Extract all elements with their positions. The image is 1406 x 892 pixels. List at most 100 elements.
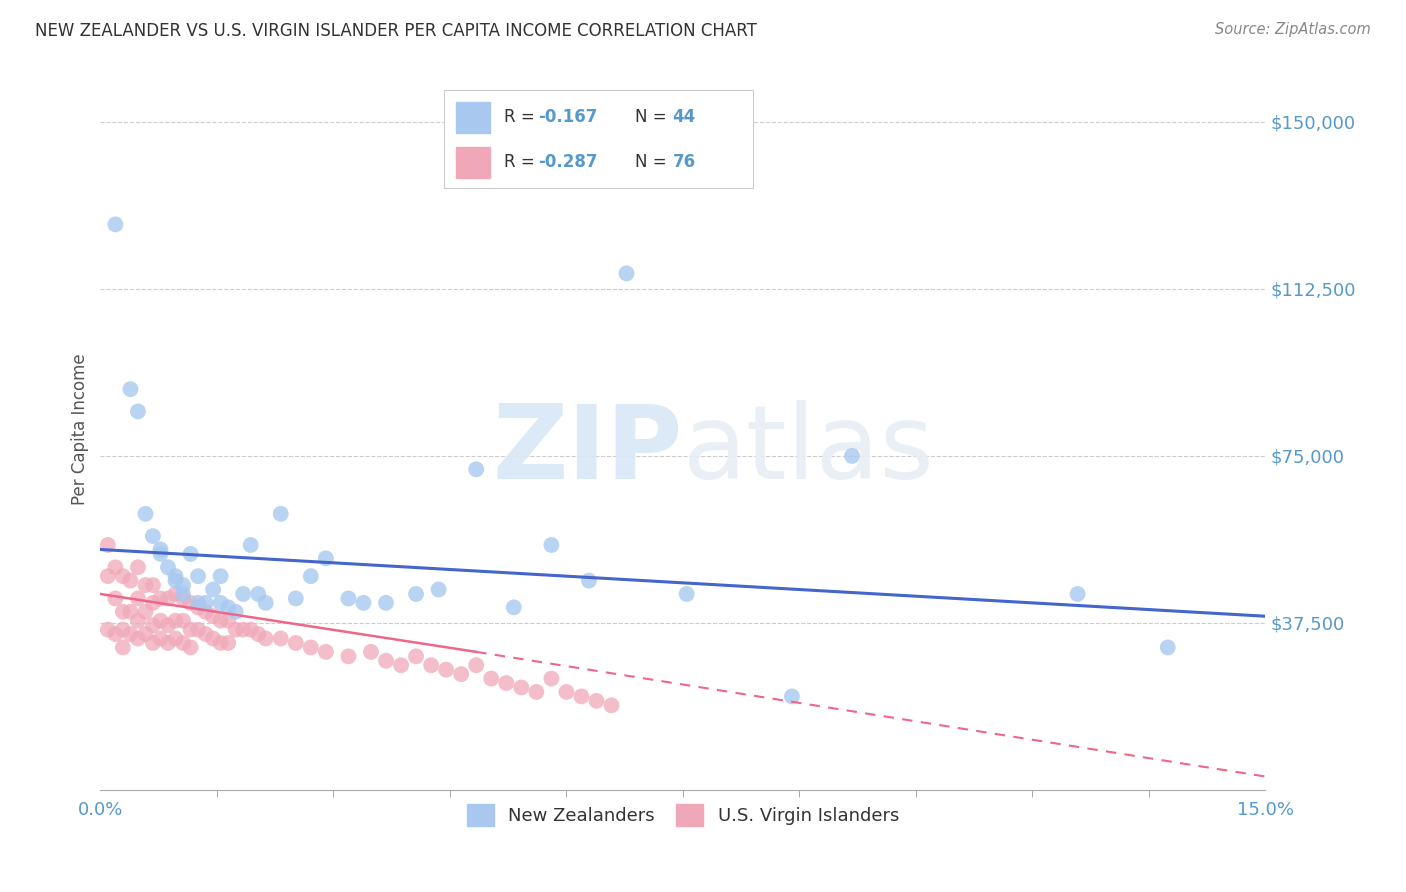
Point <box>315 551 337 566</box>
Point <box>247 587 270 601</box>
Point <box>97 538 120 552</box>
Point <box>156 636 179 650</box>
Point <box>111 640 134 655</box>
Point <box>142 618 165 632</box>
Point <box>524 685 547 699</box>
Point <box>217 600 239 615</box>
Point <box>149 614 172 628</box>
Point <box>571 690 593 704</box>
Point <box>315 645 337 659</box>
Point <box>134 578 156 592</box>
Point <box>1157 640 1180 655</box>
Point <box>120 605 142 619</box>
Point <box>187 600 209 615</box>
Point <box>142 529 165 543</box>
Point <box>104 591 127 606</box>
Point <box>232 587 254 601</box>
Point <box>165 632 187 646</box>
Point <box>134 507 156 521</box>
Point <box>111 569 134 583</box>
Point <box>337 591 360 606</box>
Point <box>149 542 172 557</box>
Point <box>1066 587 1088 601</box>
Point <box>172 591 194 606</box>
Text: NEW ZEALANDER VS U.S. VIRGIN ISLANDER PER CAPITA INCOME CORRELATION CHART: NEW ZEALANDER VS U.S. VIRGIN ISLANDER PE… <box>35 22 756 40</box>
Point <box>225 605 247 619</box>
Point <box>180 640 202 655</box>
Point <box>405 587 427 601</box>
Point <box>156 618 179 632</box>
Point <box>165 614 187 628</box>
Point <box>120 382 142 396</box>
Point <box>180 623 202 637</box>
Point <box>194 596 217 610</box>
Point <box>202 582 225 597</box>
Point <box>156 560 179 574</box>
Point <box>540 538 562 552</box>
Point <box>104 627 127 641</box>
Point <box>217 614 239 628</box>
Point <box>578 574 600 588</box>
Point <box>502 600 524 615</box>
Point <box>127 404 149 418</box>
Point <box>270 632 292 646</box>
Point <box>270 507 292 521</box>
Y-axis label: Per Capita Income: Per Capita Income <box>72 353 89 505</box>
Point <box>209 569 232 583</box>
Point <box>104 560 127 574</box>
Point <box>111 605 134 619</box>
Point <box>165 587 187 601</box>
Point <box>187 569 209 583</box>
Point <box>209 636 232 650</box>
Point <box>127 560 149 574</box>
Point <box>149 632 172 646</box>
Point <box>134 605 156 619</box>
Point <box>194 627 217 641</box>
Text: ZIP: ZIP <box>492 401 683 501</box>
Point <box>616 266 638 280</box>
Point <box>337 649 360 664</box>
Point <box>97 623 120 637</box>
Point <box>420 658 443 673</box>
Point <box>841 449 863 463</box>
Point <box>254 632 277 646</box>
Point <box>450 667 472 681</box>
Point <box>247 627 270 641</box>
Text: Source: ZipAtlas.com: Source: ZipAtlas.com <box>1215 22 1371 37</box>
Point <box>225 623 247 637</box>
Point <box>495 676 517 690</box>
Point <box>149 547 172 561</box>
Point <box>405 649 427 664</box>
Point <box>284 636 307 650</box>
Point <box>111 623 134 637</box>
Point <box>375 596 398 610</box>
Point <box>434 663 457 677</box>
Point <box>120 627 142 641</box>
Point <box>202 632 225 646</box>
Point <box>510 681 533 695</box>
Point <box>180 596 202 610</box>
Point <box>142 636 165 650</box>
Point <box>239 623 262 637</box>
Point <box>149 591 172 606</box>
Legend: New Zealanders, U.S. Virgin Islanders: New Zealanders, U.S. Virgin Islanders <box>457 795 908 835</box>
Point <box>187 596 209 610</box>
Point <box>142 596 165 610</box>
Point <box>172 636 194 650</box>
Point <box>165 574 187 588</box>
Point <box>780 690 803 704</box>
Point <box>465 658 488 673</box>
Point <box>239 538 262 552</box>
Point <box>427 582 450 597</box>
Point <box>675 587 697 601</box>
Point <box>180 547 202 561</box>
Point <box>127 591 149 606</box>
Point <box>165 569 187 583</box>
Point <box>120 574 142 588</box>
Point <box>104 218 127 232</box>
Point <box>209 614 232 628</box>
Point <box>284 591 307 606</box>
Point <box>134 627 156 641</box>
Point <box>585 694 607 708</box>
Point <box>352 596 374 610</box>
